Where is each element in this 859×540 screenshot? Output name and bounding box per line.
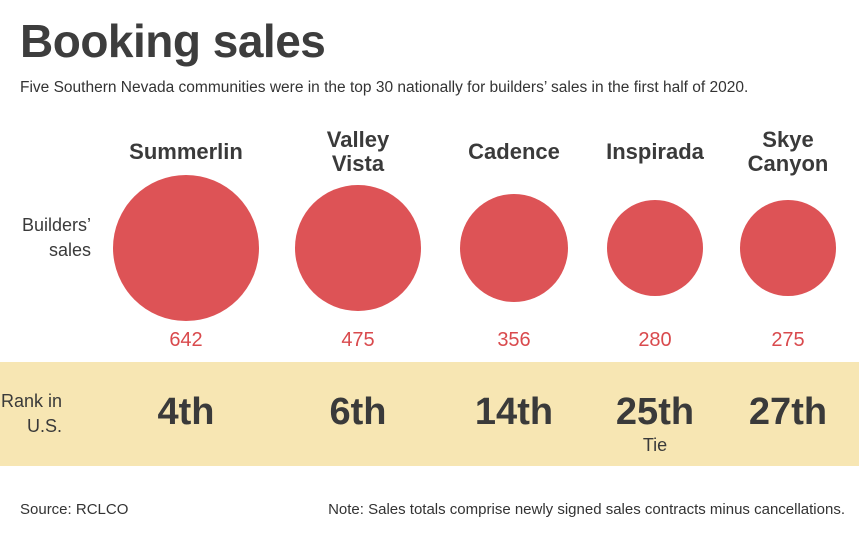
community-label-cadence: Cadence [468,139,560,164]
sales-bubble-summerlin [113,175,259,321]
sales-value-skye-canyon: 275 [771,329,805,351]
sales-value-summerlin: 642 [169,329,203,351]
sales-bubble-inspirada [606,199,704,297]
rank-inspirada: 25th [615,391,695,433]
rank-valley-vista: 6th [329,391,387,433]
rank-summerlin: 4th [157,391,215,433]
community-label-summerlin: Summerlin [129,139,243,164]
sales-bubble-valley-vista [295,185,421,311]
community-label-inspirada: Inspirada [606,139,704,164]
sales-value-valley-vista: 475 [341,329,375,351]
rank-cadence: 14th [474,391,554,433]
community-label-valley-vista: Valley Vista [326,127,390,176]
page-subtitle: Five Southern Nevada communities were in… [20,79,749,96]
sales-bubble-cadence [459,193,569,303]
sales-bubble-skye-canyon [740,200,836,296]
sales-value-inspirada: 280 [638,329,672,351]
page-title: Booking sales [20,15,326,67]
rank-skye-canyon: 27th [748,391,828,433]
sales-value-cadence: 356 [497,329,531,351]
rank-band [0,362,859,466]
footnote: Note: Sales totals comprise newly signed… [328,501,845,518]
rank-row-label: Rank in U.S. [0,391,62,436]
source-note: Source: RCLCO [20,501,129,518]
community-label-skye-canyon: Skye Canyon [747,127,829,176]
builders-sales-row-label: Builders’ sales [21,215,91,260]
rank-note-inspirada: Tie [642,435,668,455]
